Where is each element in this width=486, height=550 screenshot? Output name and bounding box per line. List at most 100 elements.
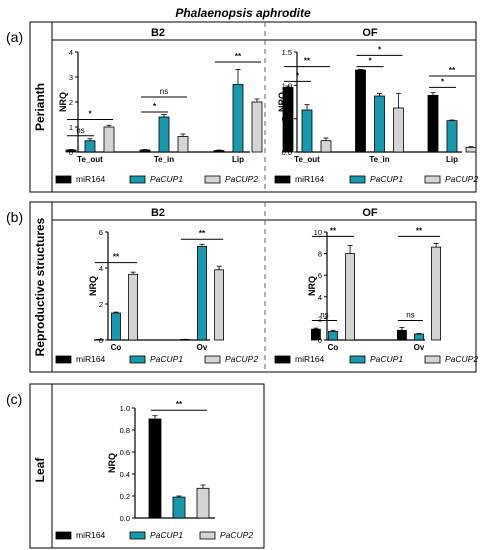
x-tick-label: Co [111, 343, 122, 352]
chart-c_leaf: 0.0 0.2 0.4 0.6 0.8 1.0 NRQ ** [107, 400, 215, 523]
bar-PaCUP2 [465, 146, 477, 153]
bar-PaCUP1 [197, 245, 207, 341]
bar-miR164 [148, 418, 162, 519]
y-tick-label: 0.6 [120, 448, 130, 457]
legend-label-miR164: miR164 [295, 354, 325, 364]
y-axis-label: NRQ [58, 92, 68, 112]
legend-swatch-PaCUP2 [199, 531, 216, 540]
legend-b: miR164 PaCUP1 PaCUP2 miR164 PaCUP1 PaCUP2 [55, 354, 478, 364]
y-tick-label: 2 [69, 98, 73, 107]
x-tick-label: Te_out [294, 155, 320, 164]
panel-a-header-b2: B2 [151, 27, 165, 39]
y-axis-label: NRQ [107, 453, 117, 473]
legend-swatch-PaCUP1 [129, 531, 146, 540]
y-tick-label: 6 [99, 228, 103, 237]
legend-label-PaCUP2: PaCUP2 [225, 174, 258, 184]
panel-a: (a) Perianth B2 OF miR164 PaCUP1 PaCUP2 miR… [6, 21, 478, 193]
panel-c: (c) Leaf miR164 PaCUP1 PaCUP2 [6, 383, 265, 549]
x-tick-label: Te_out [77, 155, 103, 164]
bar-miR164 [282, 86, 294, 153]
significance-label: ** [176, 400, 183, 409]
bar-PaCUP1 [232, 84, 244, 153]
x-tick-label: Te_in [154, 155, 174, 164]
legend-label-miR164: miR164 [76, 354, 106, 364]
significance-label: * [296, 71, 300, 80]
significance-label: ** [330, 226, 337, 235]
legend-label-miR164: miR164 [76, 174, 106, 184]
legend-label-miR164: miR164 [76, 530, 106, 540]
legend-label-PaCUP1: PaCUP1 [150, 530, 183, 540]
chart-b_OF: 0 2 4 6 8 10 NRQ Co Ov ns ** ns ** [307, 226, 442, 352]
significance-label: * [88, 110, 92, 119]
legend-swatch-PaCUP2 [424, 175, 441, 184]
bar-PaCUP1 [446, 120, 458, 153]
legend-label-PaCUP2: PaCUP2 [445, 174, 478, 184]
x-tick-label: Ov [414, 343, 425, 352]
significance-label: ** [113, 253, 120, 262]
bar-miR164 [310, 328, 321, 341]
bar-miR164 [213, 150, 225, 153]
y-tick-label: 1.0 [120, 404, 130, 413]
legend-a: miR164 PaCUP1 PaCUP2 miR164 PaCUP1 PaCUP2 [55, 174, 478, 184]
chart-b_B2: 0246NRQCoOv**** [88, 228, 225, 352]
figure-title: Phalaenopsis aphrodite [175, 6, 311, 20]
bar-PaCUP2 [320, 140, 332, 153]
significance-label: * [378, 45, 382, 54]
y-tick-label: 0 [318, 336, 322, 345]
legend-swatch-miR164 [55, 355, 72, 364]
legend-label-PaCUP1: PaCUP1 [150, 354, 183, 364]
bar-miR164 [427, 94, 439, 153]
y-tick-label: 10 [314, 228, 322, 237]
legend-swatch-PaCUP2 [424, 355, 441, 364]
panel-b-header-b2: B2 [151, 207, 165, 219]
bar-PaCUP1 [111, 312, 121, 341]
panel-b: (b) Reproductive structures B2 OF miR164… [6, 201, 478, 373]
bar-miR164 [139, 149, 151, 153]
y-tick-label: 4 [318, 293, 322, 302]
x-tick-label: Co [328, 343, 339, 352]
significance-label: ** [449, 66, 456, 75]
y-tick-label: 3 [69, 73, 73, 82]
panel-a-frame [29, 21, 477, 193]
panel-b-row-label: Reproductive structures [33, 217, 47, 356]
y-tick-label: 8 [318, 250, 322, 259]
legend-swatch-miR164 [274, 355, 291, 364]
legend-swatch-PaCUP1 [129, 175, 146, 184]
legend-label-PaCUP2: PaCUP2 [220, 530, 253, 540]
panel-letter-a: (a) [6, 29, 23, 45]
legend-swatch-miR164 [55, 175, 72, 184]
bar-PaCUP2 [196, 487, 210, 519]
significance-label: ** [199, 229, 206, 238]
significance-label: ns [320, 311, 328, 320]
x-tick-label: Lip [232, 155, 244, 164]
legend-label-PaCUP2: PaCUP2 [445, 354, 478, 364]
x-tick-label: Lip [446, 155, 458, 164]
y-tick-label: 0.4 [120, 470, 130, 479]
significance-label: * [441, 77, 445, 86]
legend-label-PaCUP1: PaCUP1 [150, 174, 183, 184]
y-tick-label: 4 [99, 264, 103, 273]
legend-label-PaCUP1: PaCUP1 [370, 354, 403, 364]
y-tick-label: 0.8 [120, 426, 130, 435]
legend-swatch-PaCUP1 [349, 175, 366, 184]
bar-PaCUP2 [431, 246, 442, 341]
bar-miR164 [65, 149, 77, 153]
x-tick-label: Te_in [369, 155, 389, 164]
bar-PaCUP2 [177, 136, 189, 153]
y-tick-label: 0.2 [120, 492, 130, 501]
y-tick-label: 4 [69, 48, 73, 57]
legend-swatch-miR164 [55, 531, 72, 540]
y-tick-label: 1.5 [282, 48, 292, 57]
panel-letter-c: (c) [6, 391, 22, 407]
y-tick-label: 2 [99, 300, 103, 309]
panel-c-frame [29, 383, 265, 549]
panel-a-header-of: OF [362, 27, 378, 39]
bar-PaCUP1 [172, 496, 186, 519]
bar-PaCUP2 [345, 253, 356, 341]
significance-label: ns [76, 126, 84, 135]
panel-c-row-label: Leaf [33, 457, 47, 483]
significance-label: ns [406, 311, 414, 320]
significance-label: ** [416, 226, 423, 235]
